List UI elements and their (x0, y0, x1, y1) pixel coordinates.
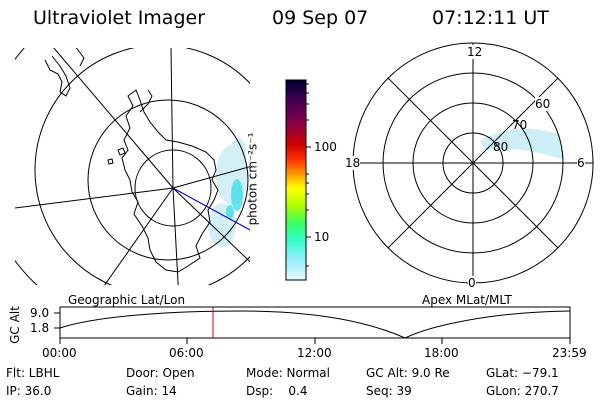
status-gcalt: GC Alt: 9.0 Re (366, 366, 450, 380)
date-label: 09 Sep 07 (272, 7, 369, 29)
aurora-emission-right (480, 128, 565, 160)
geographic-map-label: Geographic Lat/Lon (68, 293, 186, 307)
altitude-ylabel: GC Alt (7, 306, 22, 344)
x-tick-0000: 00:00 (42, 346, 77, 360)
status-door: Door: Open (126, 366, 195, 380)
time-label: 07:12:11 UT (432, 7, 549, 29)
mlt-12: 12 (467, 45, 483, 59)
y-tick-9: 9.0 (30, 306, 50, 320)
status-flt: Flt: LBHL (6, 366, 60, 380)
x-tick-0600: 06:00 (169, 346, 204, 360)
x-tick-2359: 23:59 (552, 346, 587, 360)
mlat-80: 80 (493, 140, 509, 154)
status-dsp: Dsp: 0.4 (246, 384, 308, 398)
x-ticks (59, 338, 571, 344)
colorbar-unit: photon cm⁻²s⁻¹ (245, 132, 260, 226)
colorbar-label-10: 10 (314, 230, 330, 244)
mlt-18: 18 (345, 156, 361, 170)
y-ticks (54, 312, 60, 329)
x-tick-1200: 12:00 (297, 346, 332, 360)
status-glon: GLon: 270.7 (486, 384, 559, 398)
status-glat: GLat: −79.1 (486, 366, 559, 380)
x-tick-1800: 18:00 (424, 346, 459, 360)
app-title: Ultraviolet Imager (33, 7, 206, 29)
y-tick-1.8: 1.8 (30, 321, 50, 335)
mlat-60: 60 (535, 97, 551, 111)
colorbar-label-100: 100 (314, 140, 337, 154)
altitude-plot (54, 306, 571, 344)
status-mode: Mode: Normal (246, 366, 330, 380)
colorbar (285, 79, 307, 281)
mlt-6: 6 (577, 156, 585, 170)
status-seq: Seq: 39 (366, 384, 412, 398)
status-ip: IP: 36.0 (6, 384, 52, 398)
mlat-70: 70 (512, 118, 528, 132)
status-gain: Gain: 14 (126, 384, 177, 398)
colorbar-minor-ticks (306, 83, 309, 267)
altitude-curve (59, 310, 571, 339)
geographic-map (15, 48, 250, 285)
apex-map-label: Apex MLat/MLT (422, 293, 512, 307)
mlt-0: 0 (468, 276, 476, 290)
apex-map (352, 42, 594, 284)
